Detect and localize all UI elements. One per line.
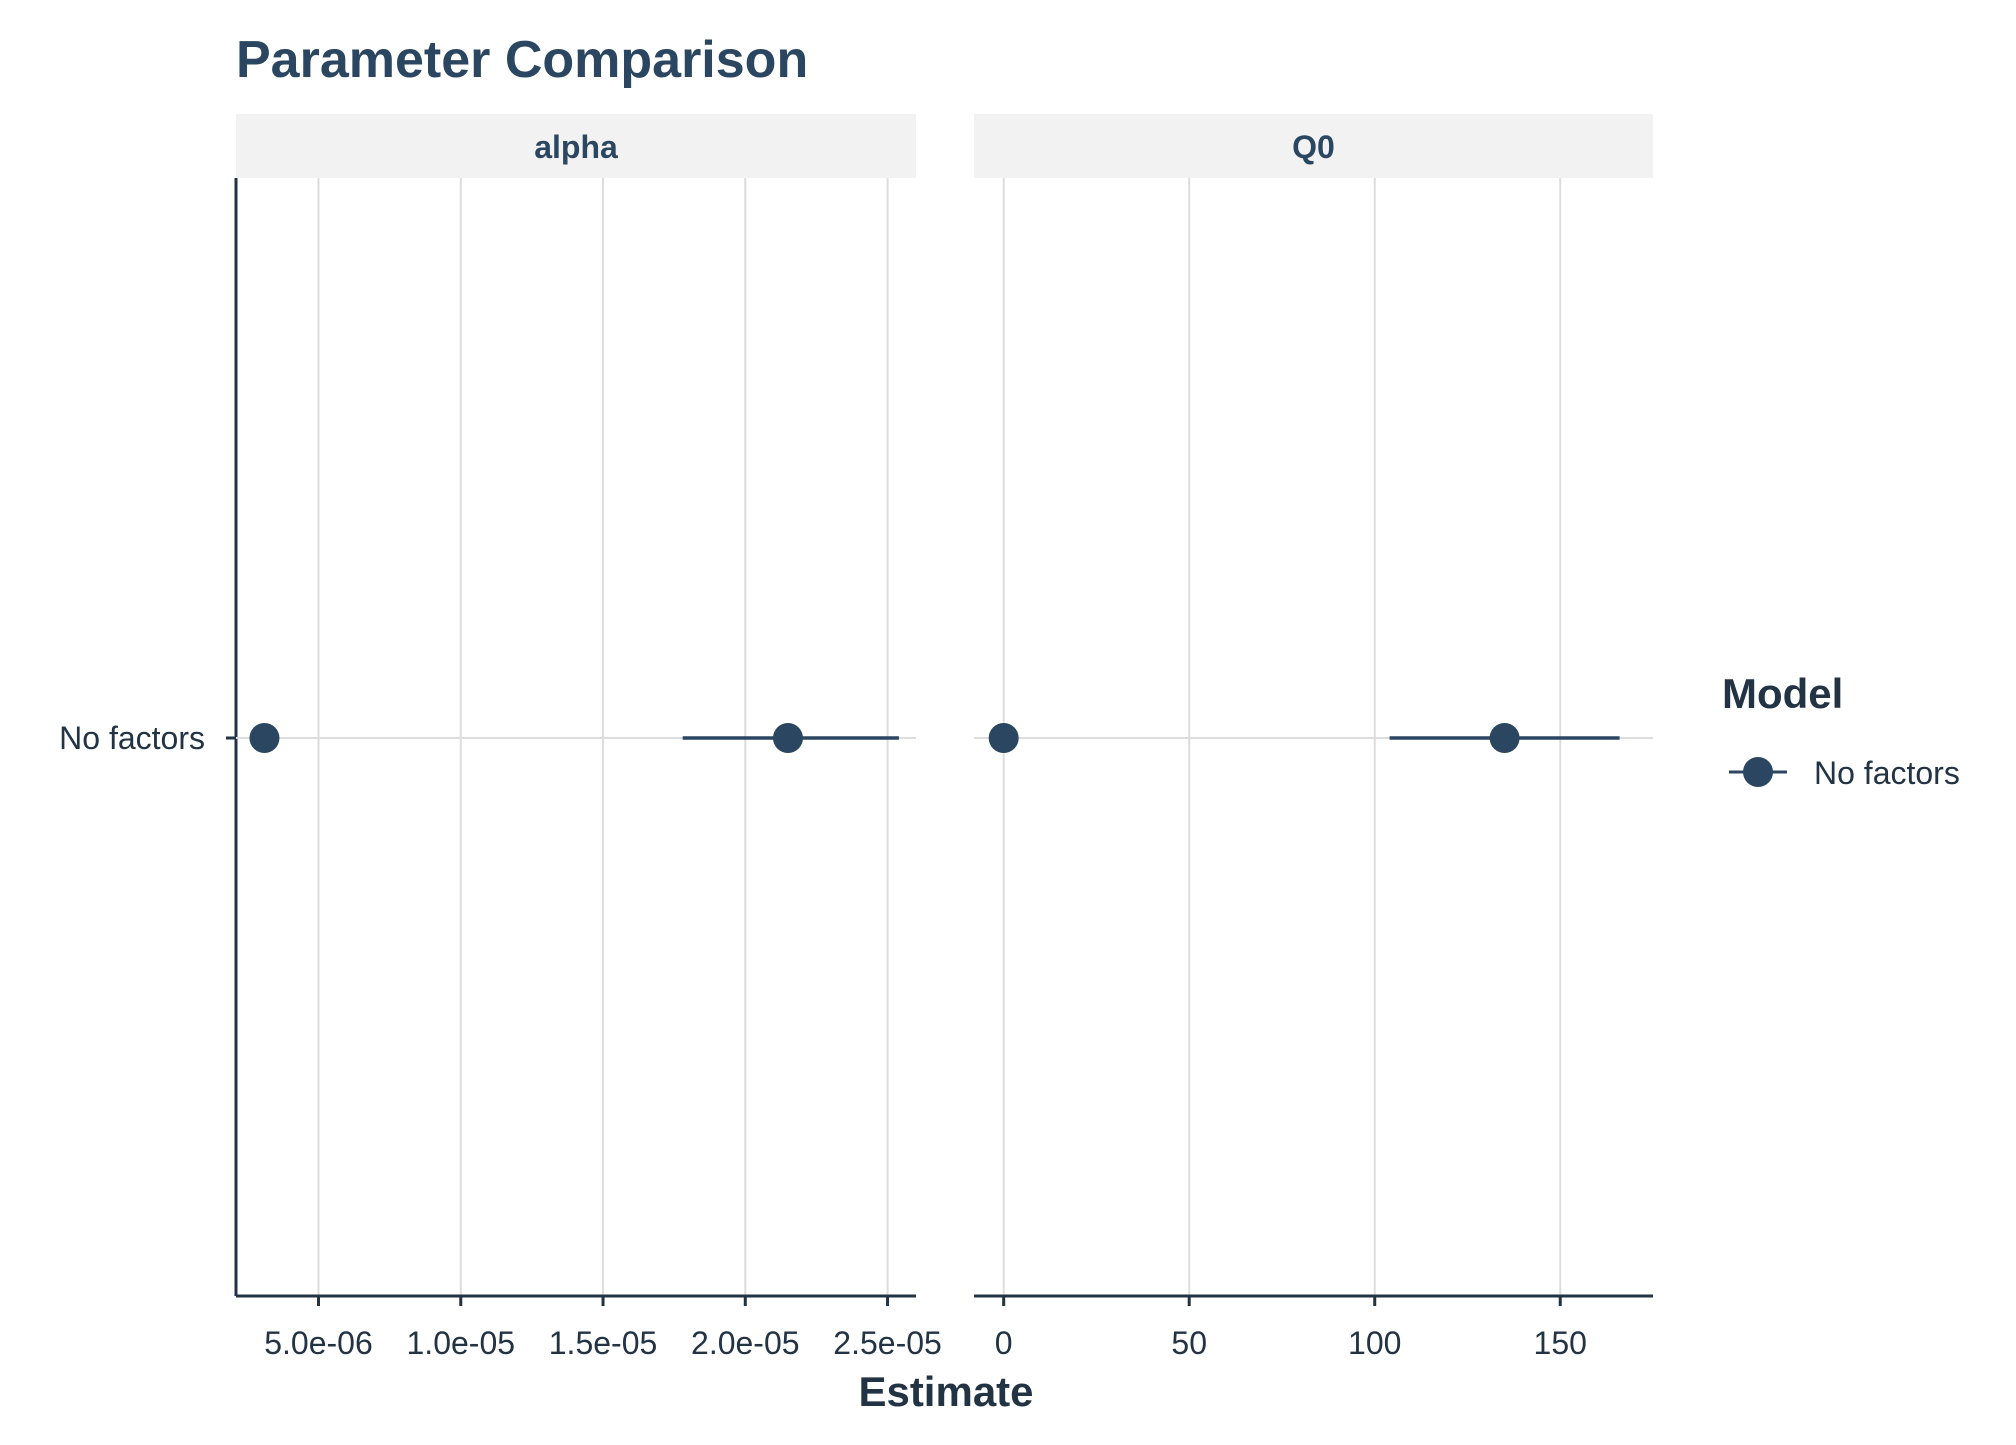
x-tick-label: 0: [995, 1325, 1013, 1361]
x-tick-label: 5.0e-06: [264, 1325, 373, 1361]
facet-strip-label: Q0: [1292, 129, 1335, 165]
facet-strip-label: alpha: [534, 129, 618, 165]
x-tick-label: 100: [1348, 1325, 1401, 1361]
legend-title: Model: [1722, 670, 1843, 717]
x-tick-label: 1.5e-05: [549, 1325, 658, 1361]
legend-entry-label: No factors: [1814, 755, 1960, 791]
x-tick-label: 1.0e-05: [407, 1325, 516, 1361]
x-axis-title: Estimate: [858, 1368, 1033, 1415]
data-point: [772, 723, 803, 753]
x-tick-label: 2.5e-05: [833, 1325, 942, 1361]
legend-key-point: [1743, 757, 1773, 787]
panels-layer: No factors alpha 5.0e-06 1.0e-05 1.5e-05 2.0e…: [59, 114, 1653, 1361]
facet-strip-alpha: [236, 114, 916, 178]
x-tick-label: 150: [1534, 1325, 1587, 1361]
data-point: [1489, 723, 1520, 753]
x-tick-label: 2.0e-05: [691, 1325, 800, 1361]
data-point: [988, 723, 1019, 753]
data-point: [249, 723, 280, 753]
facet-strip-Q0: [974, 114, 1653, 178]
x-tick-label: 50: [1171, 1325, 1207, 1361]
y-tick-label: No factors: [59, 720, 205, 756]
legend-key: [1729, 757, 1787, 787]
chart-title: Parameter Comparison: [236, 31, 808, 89]
